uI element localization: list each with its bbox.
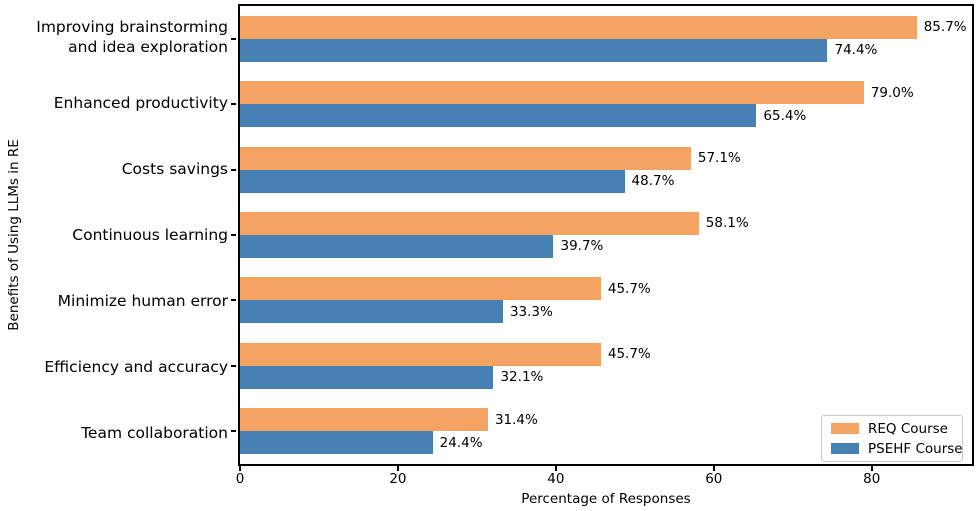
- legend-swatch-req-course: [831, 423, 859, 434]
- bar-req-course: [240, 408, 488, 432]
- bar-row: 45.7%: [240, 342, 972, 366]
- bar-rows: 85.7% 74.4% 79.0% 65.4% 57.1% 48.7% 58.1% 39.7%…: [240, 6, 972, 464]
- value-label: 57.1%: [697, 150, 741, 167]
- category-axis: Improving brainstorming and idea explora…: [0, 4, 228, 466]
- bar-group: 57.1% 48.7%: [240, 137, 972, 202]
- x-tick-mark: [239, 466, 241, 471]
- bar-group: 31.4% 24.4%: [240, 399, 972, 464]
- category-label: Efficiency and accuracy: [44, 357, 228, 376]
- x-tick-mark: [396, 466, 399, 471]
- bar-group: 45.7% 32.1%: [240, 333, 972, 398]
- legend-entry: REQ Course: [831, 421, 953, 437]
- value-label: 33.3%: [509, 303, 553, 320]
- category-label: Enhanced productivity: [53, 93, 228, 112]
- value-label: 31.4%: [494, 411, 538, 428]
- x-tick-mark: [554, 466, 557, 471]
- bar-row: 39.7%: [240, 234, 972, 258]
- value-label: 32.1%: [500, 369, 544, 386]
- x-tick-label: 80: [863, 471, 881, 487]
- y-tick-mark: [231, 103, 236, 106]
- bar-group: 79.0% 65.4%: [240, 71, 972, 136]
- bar-psehf-course: [240, 365, 494, 389]
- value-label: 45.7%: [607, 280, 651, 297]
- value-label: 48.7%: [631, 173, 675, 190]
- bar-psehf-course: [240, 431, 433, 455]
- category-label: Costs savings: [121, 159, 228, 178]
- legend-label: PSEHF Course: [868, 440, 963, 457]
- category-label: Continuous learning: [72, 225, 228, 244]
- y-tick-mark: [231, 234, 236, 236]
- bar-req-course: [240, 342, 601, 366]
- x-tick-label: 40: [547, 471, 565, 487]
- bar-row: 85.7%: [240, 15, 972, 39]
- bar-group: 45.7% 33.3%: [240, 268, 972, 333]
- bar-row: 33.3%: [240, 300, 972, 324]
- bar-row: 58.1%: [240, 211, 972, 235]
- bar-req-course: [240, 211, 699, 235]
- y-tick-mark: [231, 430, 236, 433]
- bar-row: 32.1%: [240, 365, 972, 389]
- bar-psehf-course: [240, 104, 757, 128]
- y-tick-mark: [231, 168, 236, 171]
- bar-row: 74.4%: [240, 38, 972, 62]
- bar-row: 48.7%: [240, 169, 972, 193]
- x-axis-title: Percentage of Responses: [521, 491, 691, 507]
- bar-req-course: [240, 146, 691, 170]
- x-tick-mark: [870, 466, 873, 471]
- value-label: 65.4%: [763, 107, 807, 124]
- legend-swatch-psehf-course: [831, 443, 859, 454]
- bar-psehf-course: [240, 300, 503, 324]
- bar-req-course: [240, 277, 601, 301]
- category-label: Minimize human error: [57, 291, 228, 310]
- bar-row: 45.7%: [240, 277, 972, 301]
- bar-group: 58.1% 39.7%: [240, 202, 972, 267]
- category-label: Team collaboration: [81, 423, 228, 442]
- bar-psehf-course: [240, 38, 828, 62]
- bar-psehf-course: [240, 234, 554, 258]
- value-label: 79.0%: [870, 84, 914, 101]
- y-tick-mark: [231, 299, 236, 302]
- value-label: 58.1%: [705, 215, 749, 232]
- bar-row: 57.1%: [240, 146, 972, 170]
- value-label: 39.7%: [560, 238, 604, 255]
- x-tick-label: 0: [235, 471, 245, 487]
- value-label: 45.7%: [607, 346, 651, 363]
- y-tick-mark: [231, 37, 236, 40]
- legend-label: REQ Course: [868, 420, 948, 437]
- value-label: 74.4%: [834, 42, 878, 59]
- bar-row: 24.4%: [240, 431, 972, 455]
- bar-group: 85.7% 74.4%: [240, 6, 972, 71]
- bar-req-course: [240, 81, 864, 105]
- x-tick-label: 20: [389, 471, 407, 487]
- x-tick-label: 60: [705, 471, 723, 487]
- plot-area: 85.7% 74.4% 79.0% 65.4% 57.1% 48.7% 58.1% 39.7%…: [238, 4, 974, 466]
- category-label: Improving brainstorming and idea explora…: [36, 17, 228, 56]
- legend-entry: PSEHF Course: [831, 441, 963, 457]
- bar-req-course: [240, 15, 917, 39]
- x-tick-mark: [712, 466, 715, 471]
- legend: REQ Course PSEHF Course: [821, 415, 963, 462]
- value-label: 85.7%: [923, 19, 967, 36]
- bar-row: 65.4%: [240, 104, 972, 128]
- value-label: 24.4%: [439, 434, 483, 451]
- bar-row: 79.0%: [240, 81, 972, 105]
- bar-row: 31.4%: [240, 408, 972, 432]
- y-tick-mark: [231, 364, 236, 367]
- bar-psehf-course: [240, 169, 625, 193]
